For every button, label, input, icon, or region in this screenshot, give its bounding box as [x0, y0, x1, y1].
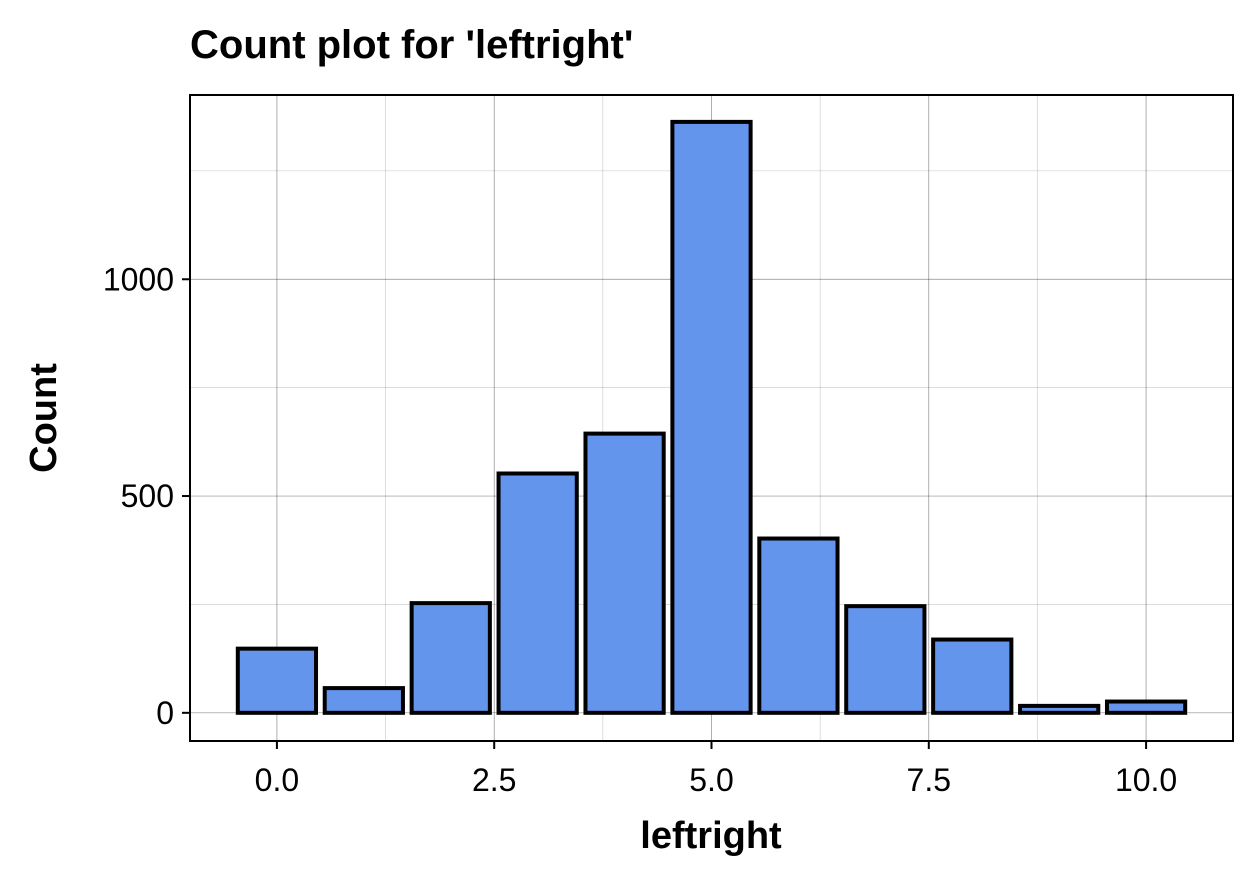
bar — [322, 686, 405, 715]
bar — [235, 646, 319, 715]
x-axis: 0.0 2.5 5.0 7.5 10.0 — [255, 741, 1177, 798]
x-axis-title: leftright — [640, 815, 782, 857]
bar — [1104, 699, 1188, 715]
y-axis: 0 500 1000 — [103, 261, 190, 731]
x-tick-label: 2.5 — [472, 762, 516, 798]
bar — [496, 471, 579, 715]
bar — [931, 637, 1014, 715]
bar — [1018, 703, 1101, 715]
x-tick-label: 7.5 — [907, 762, 951, 798]
x-tick-label: 0.0 — [255, 762, 299, 798]
bar — [409, 601, 492, 715]
bar — [757, 536, 840, 715]
chart-title: Count plot for 'leftright' — [190, 23, 633, 67]
x-tick-label: 10.0 — [1115, 762, 1177, 798]
bar — [670, 119, 753, 715]
bar — [583, 431, 666, 715]
y-tick-label: 500 — [121, 478, 174, 514]
bar — [844, 604, 927, 715]
y-tick-label: 0 — [156, 695, 174, 731]
bars — [235, 119, 1188, 715]
x-tick-label: 5.0 — [689, 762, 733, 798]
y-axis-title: Count — [23, 363, 65, 473]
y-tick-label: 1000 — [103, 261, 174, 297]
